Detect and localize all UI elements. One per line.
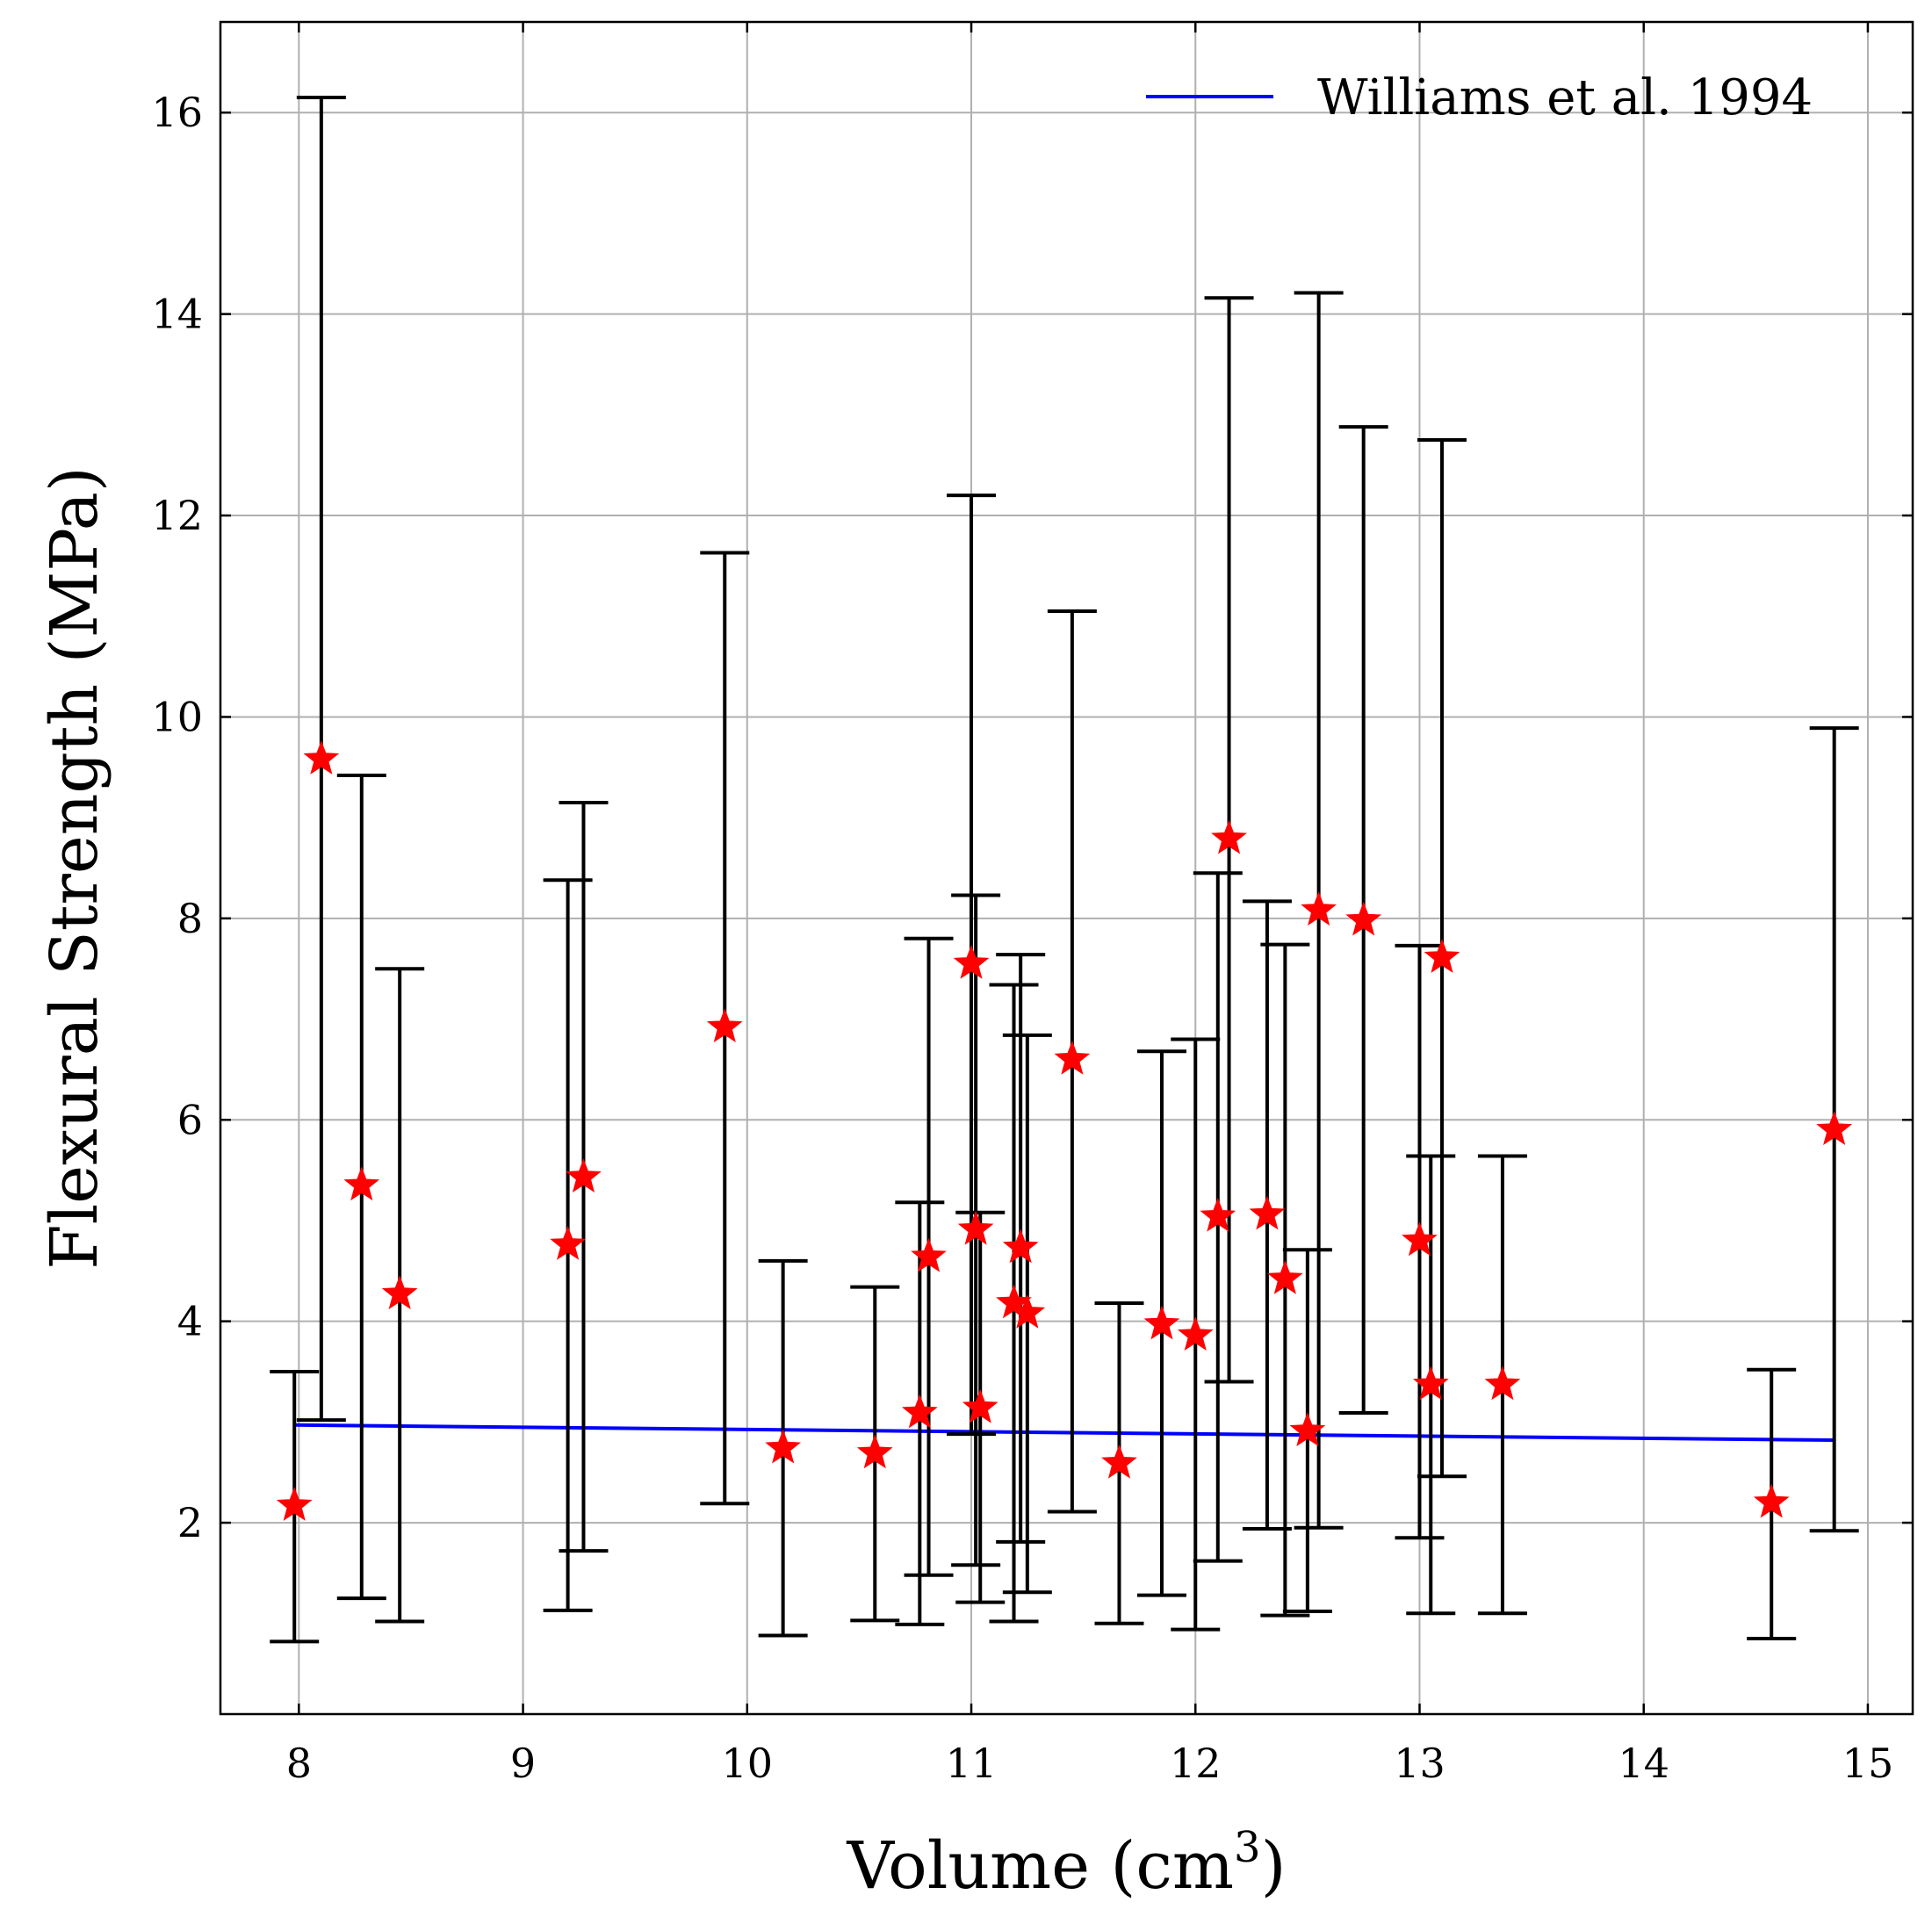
data-point-star [1484,1365,1521,1401]
axis-ticks: 8 9 10 11 12 13 14 15 2 4 6 8 10 12 14 16 [151,22,1913,1787]
data-point-star [1266,1260,1303,1294]
legend-label-williams: Williams et al. 1994 [1317,69,1813,126]
data-point-star [957,1210,994,1245]
x-axis-title: Volume (cm3) [847,1823,1287,1904]
plot-frame [219,20,1914,1716]
data-point-star [706,1008,743,1043]
y-tick-label: 16 [151,89,203,136]
data-point-star [276,1487,313,1521]
data-point-star [1054,1041,1091,1075]
data-point-star [856,1434,893,1469]
x-axis-title-close: ) [1261,1828,1287,1904]
y-tick-label: 2 [177,1499,203,1546]
data-point-star [1424,939,1460,973]
data-point-star [303,740,340,775]
data-point-star [1345,901,1382,936]
y-tick-label: 12 [151,492,203,539]
williams-line [294,1423,1835,1443]
x-tick-label: 11 [946,1740,998,1787]
data-point-star [1249,1195,1286,1230]
x-tick-label: 8 [286,1740,312,1787]
data-point-star [901,1394,938,1429]
y-tick-label: 10 [151,693,203,740]
x-tick-label: 12 [1170,1740,1222,1787]
data-point-star [1200,1197,1236,1232]
x-tick-label: 14 [1618,1740,1669,1787]
y-tick-label: 6 [177,1096,203,1143]
x-axis-title-text: Volume (cm [847,1828,1235,1904]
x-tick-label: 15 [1842,1740,1894,1787]
data-point-star [1301,891,1337,926]
data-point-star [1101,1444,1137,1479]
data-point-star [381,1275,418,1310]
line-series [294,1423,1835,1443]
data-point-star [1009,1294,1046,1329]
y-tick-label: 4 [177,1298,203,1345]
data-point-star [1412,1365,1449,1401]
x-tick-label: 9 [510,1740,536,1787]
data-point-star [1177,1316,1214,1351]
errorbar-series [270,96,1859,1644]
data-point-star [550,1226,586,1260]
legend: Williams et al. 1994 [1146,69,1813,126]
data-point-star [953,945,990,979]
data-point-star [1816,1111,1853,1146]
data-point-star [343,1166,380,1201]
data-point-star [1211,819,1247,854]
data-point-star [911,1237,947,1272]
data-point-star [1402,1221,1438,1257]
point-series [276,740,1853,1521]
data-point-star [1753,1483,1790,1518]
data-point-star [1143,1305,1180,1340]
x-tick-label: 13 [1394,1740,1445,1787]
x-tick-label: 10 [722,1740,774,1787]
grid [220,22,1913,1714]
x-axis-title-superscript: 3 [1234,1823,1261,1872]
y-tick-label: 8 [177,895,203,942]
y-tick-label: 14 [151,291,203,338]
data-point-star [1289,1412,1326,1447]
data-point-star [962,1388,998,1423]
data-point-star [566,1158,602,1192]
data-point-star [765,1429,801,1464]
y-axis-title: Flexural Strength (MPa) [37,466,112,1270]
data-point-star [1002,1228,1039,1264]
